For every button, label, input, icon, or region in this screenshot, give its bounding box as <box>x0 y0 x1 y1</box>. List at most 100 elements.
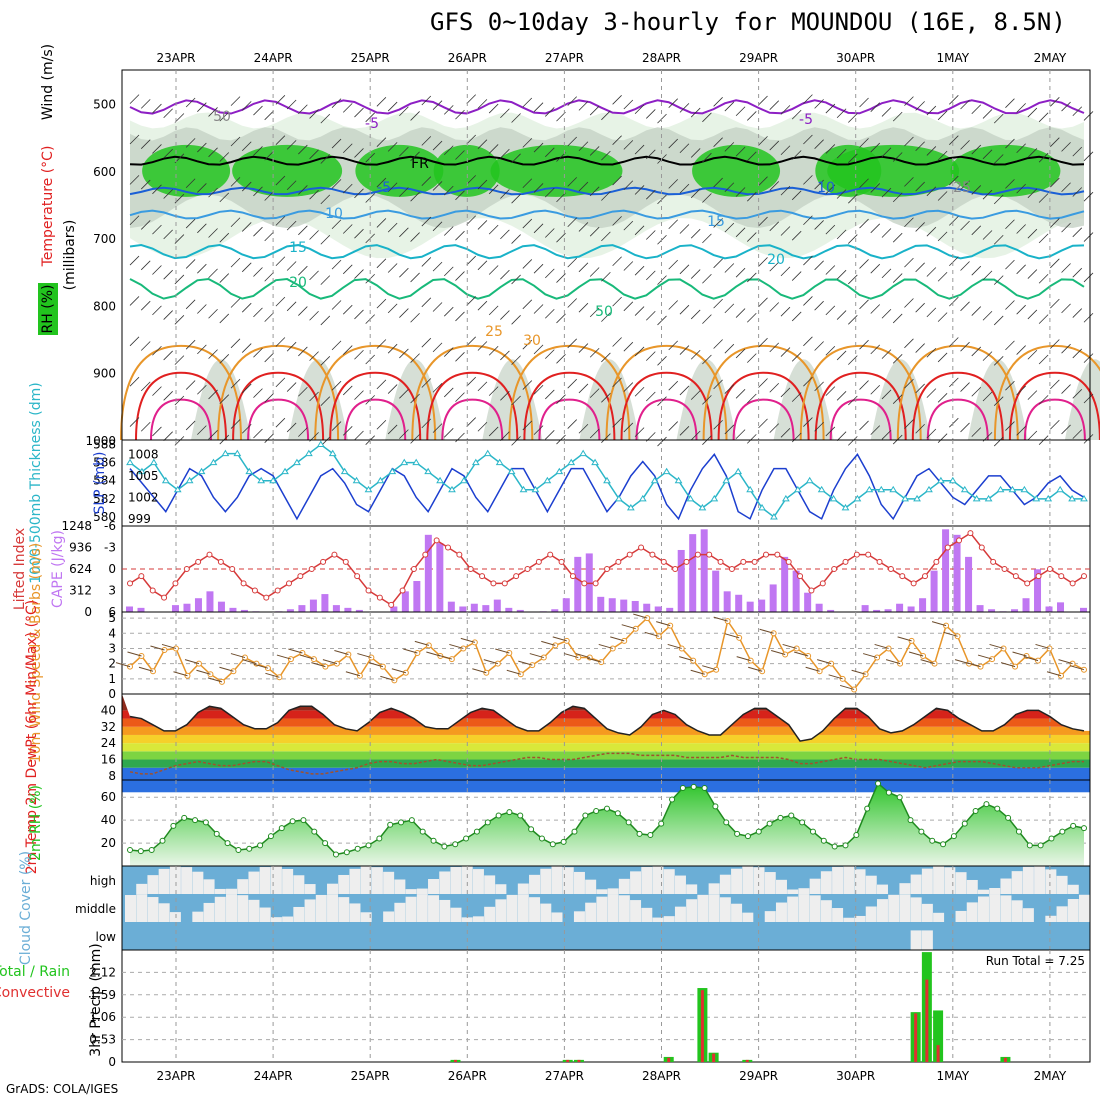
wind-barb <box>926 428 937 439</box>
cape-tick-label: 0 <box>84 605 92 619</box>
cloud-cell <box>775 902 787 922</box>
wind-barb <box>589 267 600 277</box>
wind-barb <box>140 179 151 190</box>
temp-warm-arc <box>732 398 795 441</box>
wind-barb <box>791 432 802 443</box>
2m-rh-point <box>289 818 296 825</box>
wind-barb <box>1016 304 1026 315</box>
wind-barb <box>1072 429 1083 439</box>
wind-barb <box>320 113 331 124</box>
cloud-cell <box>282 916 294 922</box>
cape-bar <box>942 529 950 612</box>
wind-barb <box>354 430 364 441</box>
2m-rh-point <box>484 819 491 826</box>
wind-barb <box>466 215 476 226</box>
cloud-cell <box>1022 866 1034 894</box>
2m-rh-point <box>614 810 621 817</box>
thickness-point <box>233 449 242 457</box>
lifted-index-point <box>740 558 747 565</box>
thickness-point <box>567 458 576 466</box>
thickness-point <box>352 476 361 484</box>
precip-convective-bar <box>745 1059 749 1062</box>
temp-warm-arc <box>217 344 340 441</box>
wind-barb <box>275 135 286 145</box>
wind-barb <box>769 382 780 393</box>
wind-barb <box>601 393 611 403</box>
wind-barb <box>1083 393 1094 404</box>
2m-rh-point <box>864 805 871 812</box>
wind-barb <box>791 392 802 402</box>
wind-barb <box>342 183 353 194</box>
date-label-bottom: 30APR <box>836 1069 875 1083</box>
wind-barb <box>836 391 847 401</box>
cloud-cell <box>248 871 260 894</box>
temp-color-band <box>122 743 1090 752</box>
wind-barb <box>511 274 521 285</box>
2m-rh-point <box>354 845 361 852</box>
cloud-cell <box>573 911 585 922</box>
wind-barb <box>410 111 420 121</box>
wind-barb <box>612 377 622 388</box>
wind-barb <box>331 179 342 189</box>
lifted-index-point <box>933 558 940 565</box>
cloud-cell <box>787 889 799 894</box>
wind-barb-10m <box>230 653 246 659</box>
wind-barb <box>477 341 488 351</box>
wind-barb <box>522 339 533 350</box>
cloud-cell <box>843 917 855 922</box>
wind-barb <box>578 383 589 394</box>
wind-barb <box>724 142 735 152</box>
cloud-cell <box>719 874 731 894</box>
wind-barb <box>432 342 443 353</box>
cloud-cell <box>652 866 664 894</box>
wind-barb <box>354 309 364 320</box>
cloud-cell <box>607 888 619 894</box>
2m-rh-point <box>170 822 177 829</box>
wind-barb <box>803 215 813 226</box>
wind-barb <box>544 268 555 279</box>
wind-barb <box>848 395 858 406</box>
2m-rh-point <box>766 820 773 827</box>
2m-rh-point <box>679 785 686 792</box>
pressure-tick-label: 800 <box>93 299 116 313</box>
wind-barb-10m <box>403 648 418 654</box>
thickness-point <box>1008 485 1017 493</box>
cloud-cell <box>416 888 428 894</box>
wind-barb <box>197 384 207 395</box>
cape-bar <box>574 556 582 612</box>
2m-rh-point <box>137 848 144 855</box>
wind-barb <box>982 230 993 240</box>
wind-barb <box>152 184 162 195</box>
precip-convective-label: Convective <box>0 985 70 1001</box>
wind-barb <box>601 150 611 161</box>
2m-rh-point <box>831 843 838 850</box>
lifted-index-point <box>615 558 622 565</box>
wind-barb <box>230 338 241 349</box>
wind-barb <box>567 96 578 106</box>
wind-barb <box>298 225 308 236</box>
wind-barb <box>466 417 476 427</box>
wind-barb-10m <box>127 651 142 657</box>
wind-barb <box>724 424 735 435</box>
wind-barb <box>208 107 218 117</box>
lifted-index-point <box>479 573 486 580</box>
wind-barb <box>769 221 780 232</box>
2m-rh-point <box>517 812 524 819</box>
wind-barb <box>421 257 432 267</box>
wind-barb <box>803 417 813 427</box>
wind-barb <box>668 138 679 149</box>
thickness-tick-label: 584 <box>93 474 116 488</box>
wind-barb <box>488 386 499 396</box>
wind-barb <box>376 137 387 147</box>
cloud-cell <box>226 894 238 922</box>
2m-rh-point <box>1081 825 1087 832</box>
wind-barb <box>219 111 230 122</box>
thickness-point <box>257 476 266 484</box>
wind-barb <box>511 113 521 123</box>
wind-barb <box>241 181 252 192</box>
cloud-cell <box>921 903 933 922</box>
cloud-cell <box>472 869 484 894</box>
temp-tick-label: 8 <box>108 769 116 783</box>
wind-barb <box>387 182 398 193</box>
wind-barb <box>612 337 622 347</box>
